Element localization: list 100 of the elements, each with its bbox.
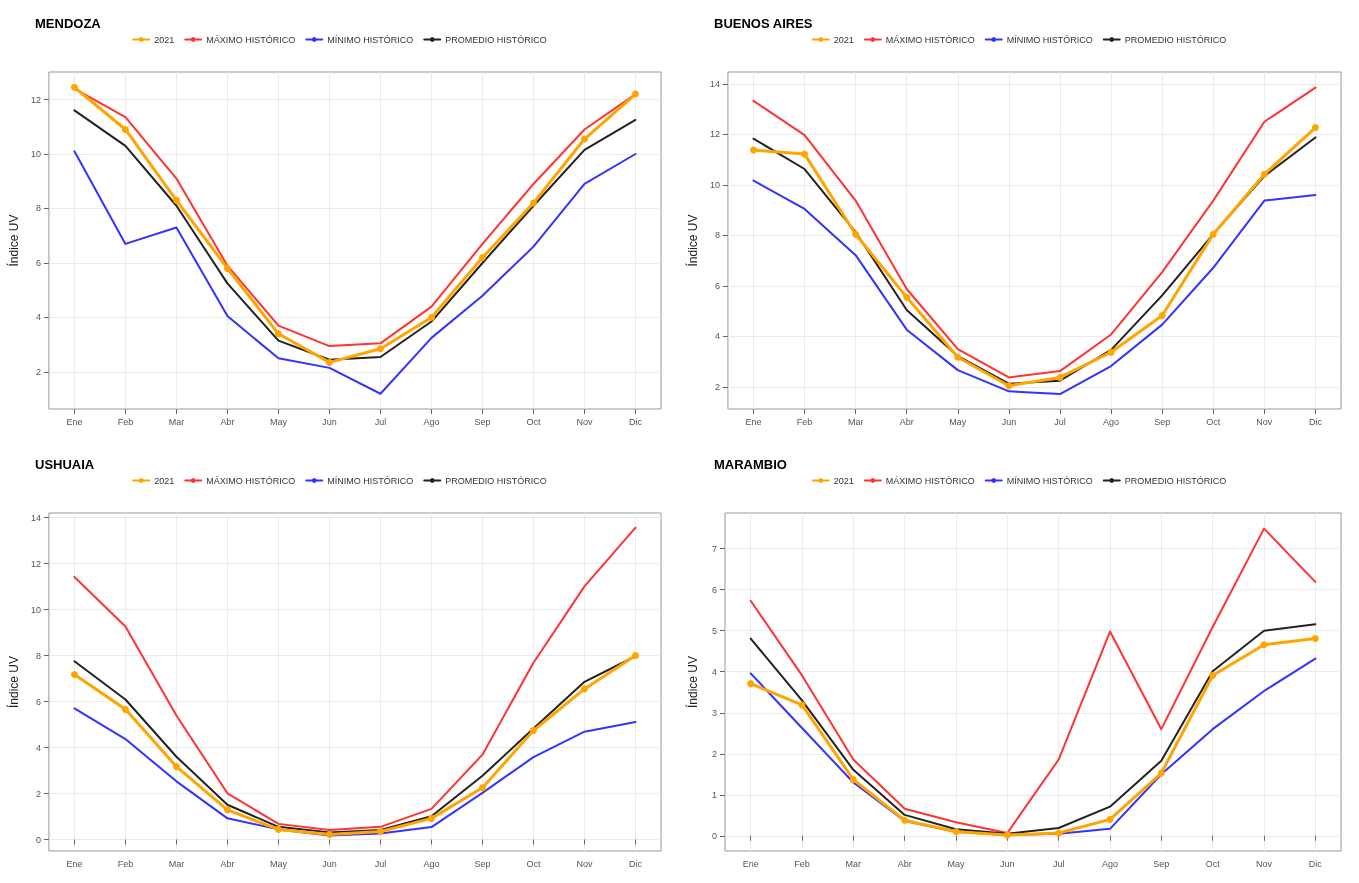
x-tick-label: Dic	[1308, 858, 1323, 869]
point	[632, 90, 639, 98]
x-tick-label: Jul	[1054, 416, 1066, 427]
point	[1158, 312, 1166, 320]
x-tick-label: Feb	[117, 858, 134, 869]
legend-label: PROMEDIO HISTÓRICO	[445, 34, 547, 45]
point	[581, 135, 588, 143]
y-tick-label: 14	[709, 78, 720, 89]
point	[1260, 641, 1268, 649]
legend-label: 2021	[833, 34, 854, 45]
point	[172, 196, 180, 204]
y-tick-label: 10	[709, 179, 720, 190]
point	[427, 814, 435, 822]
x-tick-label: Mar	[845, 858, 862, 869]
x-tick-label: Jul	[374, 416, 387, 427]
x-tick-label: Nov	[576, 858, 593, 869]
chart-title: BUENOS AIRES	[714, 16, 813, 31]
point	[901, 816, 909, 824]
x-tick-label: Feb	[794, 858, 810, 869]
legend-label: MÁXIMO HISTÓRICO	[206, 475, 296, 486]
point	[223, 264, 231, 272]
point	[747, 680, 755, 688]
legend-label: MÍNIMO HISTÓRICO	[327, 475, 414, 486]
legend-label: MÍNIMO HISTÓRICO	[1006, 475, 1093, 486]
y-tick-label: 4	[711, 666, 717, 677]
y-axis-title: Índice UV	[6, 655, 21, 709]
x-tick-label: Ene	[742, 858, 759, 869]
y-tick-label: 2	[714, 382, 720, 393]
point	[427, 313, 435, 321]
y-tick-label: 8	[35, 203, 41, 214]
y-tick-label: 14	[30, 512, 41, 523]
y-axis-title: Índice UV	[6, 214, 21, 267]
y-tick-label: 7	[711, 543, 717, 554]
y-axis-title: Índice UV	[685, 214, 700, 267]
x-tick-label: Oct	[526, 858, 541, 869]
y-tick-label: 0	[35, 834, 41, 845]
point	[325, 830, 333, 838]
point	[952, 828, 960, 836]
y-tick-label: 6	[711, 584, 717, 595]
y-tick-label: 12	[30, 558, 41, 569]
point	[1260, 170, 1268, 178]
x-tick-label: Oct	[526, 416, 541, 427]
y-tick-label: 12	[709, 129, 720, 140]
point	[1003, 831, 1011, 839]
y-tick-label: 2	[711, 748, 717, 759]
point	[376, 345, 384, 353]
line-series	[752, 86, 1317, 379]
x-tick-label: Dic	[629, 416, 643, 427]
y-tick-label: 10	[30, 604, 41, 615]
x-tick-label: Sep	[1154, 416, 1171, 427]
x-tick-label: Ene	[745, 416, 762, 427]
y-tick-label: 1	[711, 789, 717, 800]
point	[1157, 769, 1165, 777]
point	[478, 254, 486, 262]
y-tick-label: 5	[711, 625, 717, 636]
point	[749, 146, 757, 154]
point	[121, 125, 129, 133]
x-tick-label: Ago	[1103, 416, 1120, 427]
y-tick-label: 6	[35, 696, 41, 707]
x-tick-label: Feb	[117, 416, 134, 427]
x-tick-label: Ene	[66, 416, 83, 427]
line-series	[752, 179, 1317, 396]
x-tick-label: May	[947, 858, 965, 869]
point	[801, 150, 809, 158]
x-tick-label: Jul	[374, 858, 387, 869]
line-series	[73, 707, 637, 837]
point	[903, 293, 911, 301]
y-tick-label: 6	[714, 280, 720, 291]
chart-title: MENDOZA	[35, 16, 102, 31]
y-tick-label: 8	[714, 230, 720, 241]
y-tick-label: 6	[35, 257, 41, 268]
x-tick-label: Dic	[1308, 416, 1323, 427]
x-tick-label: Ago	[423, 416, 440, 427]
point	[954, 353, 962, 361]
y-tick-label: 4	[714, 331, 720, 342]
y-tick-label: 2	[35, 788, 41, 799]
point	[1311, 124, 1319, 132]
point	[376, 827, 384, 835]
point	[172, 763, 180, 771]
point	[1005, 382, 1013, 390]
legend-label: MÁXIMO HISTÓRICO	[885, 475, 975, 486]
point	[1209, 230, 1217, 238]
point	[1056, 373, 1064, 381]
y-tick-label: 0	[711, 830, 717, 841]
chart-title: MARAMBIO	[714, 457, 787, 472]
point	[274, 825, 282, 833]
x-tick-label: Ago	[423, 858, 440, 869]
x-tick-label: Feb	[796, 416, 813, 427]
x-tick-label: Jul	[1052, 858, 1065, 869]
point	[529, 727, 537, 735]
x-tick-label: Ene	[66, 858, 83, 869]
legend-label: MÁXIMO HISTÓRICO	[206, 34, 296, 45]
x-tick-label: Abr	[897, 858, 912, 869]
x-tick-label: Sep	[474, 416, 491, 427]
legend-label: MÍNIMO HISTÓRICO	[327, 34, 414, 45]
point	[849, 776, 857, 784]
x-tick-label: May	[949, 416, 967, 427]
x-tick-label: Jun	[322, 858, 337, 869]
point	[223, 806, 231, 814]
point	[529, 199, 537, 207]
